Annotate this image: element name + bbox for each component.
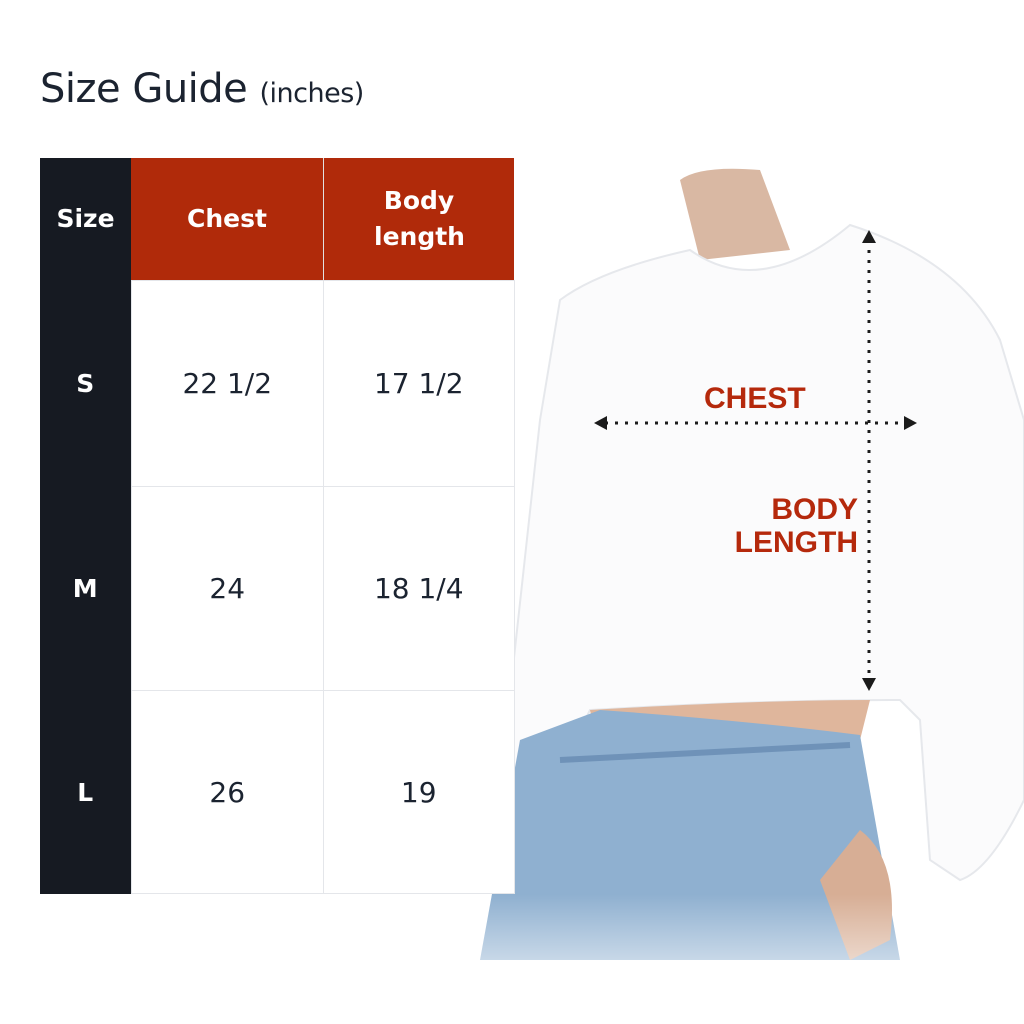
chest-label: CHEST (704, 382, 806, 415)
size-cell: L (40, 690, 131, 894)
table-row: S 22 1/2 17 1/2 (40, 280, 515, 487)
header-chest: Chest (131, 158, 324, 281)
size-cell: S (40, 280, 131, 487)
body-length-label: BODY LENGTH (735, 493, 858, 559)
size-table: Size Chest Body length S 22 1/2 17 1/2 M… (40, 158, 515, 894)
body-length-arrow (862, 230, 876, 691)
model-photo (440, 160, 1024, 1024)
header-body-length: Body length (323, 158, 514, 281)
table-row: M 24 18 1/4 (40, 486, 515, 691)
chest-cell: 24 (130, 486, 324, 691)
page-title: Size Guide (inches) (40, 66, 364, 112)
chest-cell: 26 (130, 690, 324, 894)
title-main: Size Guide (40, 66, 248, 112)
body-length-cell: 17 1/2 (323, 280, 515, 487)
body-length-cell: 18 1/4 (323, 486, 515, 691)
chest-arrow (594, 416, 917, 430)
body-length-label-line2: LENGTH (734, 526, 858, 559)
title-unit: (inches) (259, 78, 365, 109)
table-row: L 26 19 (40, 690, 515, 894)
size-cell: M (40, 486, 131, 691)
body-length-label-line1: BODY (771, 493, 858, 526)
header-size: Size (40, 158, 131, 281)
body-length-cell: 19 (323, 690, 515, 894)
chest-cell: 22 1/2 (130, 280, 324, 487)
table-header-row: Size Chest Body length (40, 158, 514, 281)
